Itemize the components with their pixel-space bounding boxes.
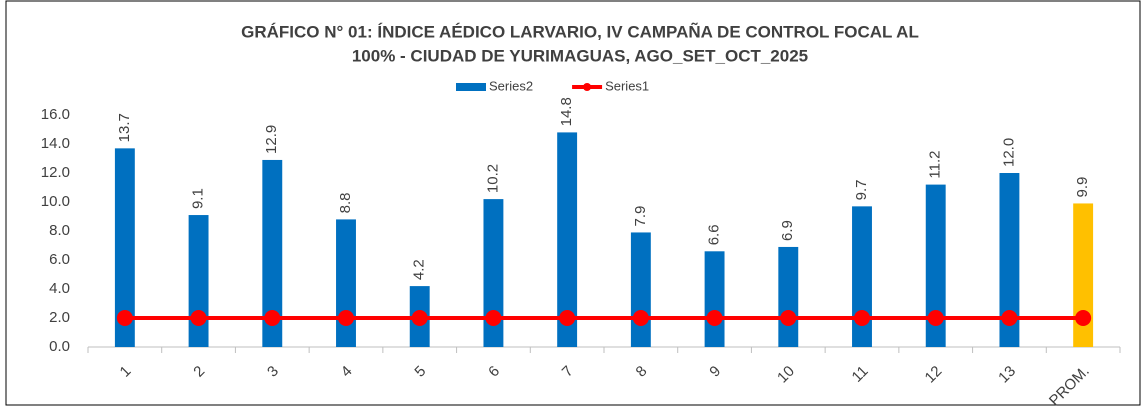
data-label: 13.7 [116,113,133,142]
data-label: 6.9 [779,220,796,241]
bar [925,184,946,347]
line-marker [1075,310,1092,326]
bar [336,219,356,347]
data-label: 4.2 [411,259,428,280]
data-label: 14.8 [558,97,575,126]
y-tick-label: 14.0 [41,135,70,152]
line-marker [854,310,870,326]
bar [262,159,283,347]
y-tick-label: 6.0 [49,251,70,268]
data-label: 11.2 [927,151,944,179]
bar [114,148,135,347]
y-tick-label: 8.0 [49,222,70,239]
line-marker [190,310,207,326]
bar [557,132,578,347]
data-label: 10.2 [484,164,501,193]
legend-label: Series1 [605,78,649,93]
data-label: 12.0 [1000,138,1017,167]
bar [483,199,504,347]
legend-swatch [583,83,592,91]
legend-label: Series2 [489,78,533,93]
line-marker [338,310,354,326]
bar [188,215,209,347]
data-label: 9.9 [1074,177,1091,198]
y-tick-label: 10.0 [41,193,70,210]
data-label: 7.9 [632,206,649,227]
y-tick-label: 12.0 [41,164,70,181]
bar [999,173,1020,347]
bar [1073,203,1094,347]
line-marker [411,310,428,326]
line-marker [706,310,723,326]
data-label: 9.1 [190,188,207,209]
chart-title: GRÁFICO N° 01: ÍNDICE AÉDICO LARVARIO, I… [241,21,919,41]
y-tick-label: 0.0 [49,338,70,355]
data-label: 8.8 [337,193,354,214]
y-tick-label: 2.0 [49,309,70,326]
bar [704,251,725,347]
y-tick-label: 4.0 [49,280,70,297]
data-label: 6.6 [706,224,723,245]
line-marker [1001,310,1018,326]
line-marker [264,310,281,326]
line-marker [927,310,944,326]
line-marker [780,310,797,326]
legend-swatch [456,83,486,91]
y-tick-label: 16.0 [41,106,70,123]
data-label: 12.9 [263,125,280,154]
line-marker [632,310,649,326]
line-marker [559,310,576,326]
chart-title: 100% - CIUDAD DE YURIMAGUAS, AGO_SET_OCT… [352,46,808,65]
bar [630,232,651,347]
line-marker [485,310,502,326]
data-label: 9.7 [853,179,870,200]
bar [778,246,799,347]
line-marker [116,310,133,326]
